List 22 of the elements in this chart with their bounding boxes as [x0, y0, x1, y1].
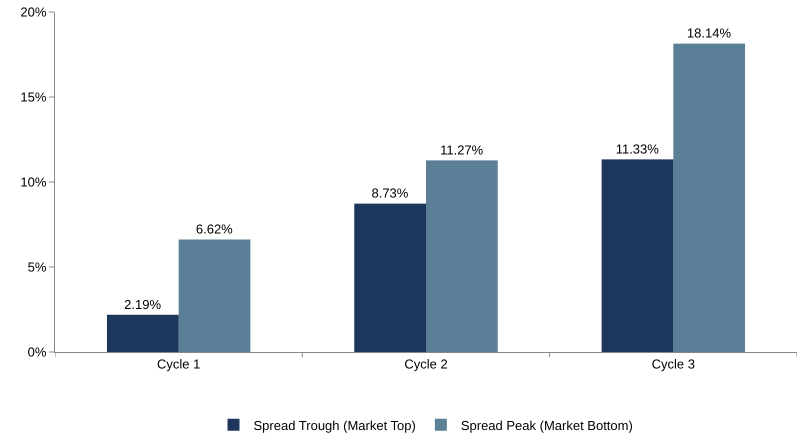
y-tick-label: 5% [28, 260, 47, 275]
data-label: 11.33% [616, 141, 660, 156]
bar [673, 44, 746, 352]
x-tick-label: Cycle 3 [652, 356, 696, 372]
x-tick-label: Cycle 1 [156, 356, 200, 372]
bar [106, 314, 179, 352]
y-tick-label: 10% [20, 174, 47, 190]
data-label: 18.14% [686, 26, 732, 41]
x-tick-label: Cycle 2 [404, 356, 448, 372]
bar [602, 159, 674, 352]
legend-label: Spread Peak (Market Bottom) [460, 418, 633, 433]
data-label: 2.19% [124, 296, 162, 312]
y-tick-label: 15% [20, 90, 47, 105]
data-label: 6.62% [196, 221, 234, 236]
bar [426, 160, 498, 352]
data-label: 11.27% [440, 142, 484, 158]
y-tick-label: 0% [28, 344, 47, 360]
legend-label: Spread Trough (Market Top) [254, 418, 416, 433]
bar [354, 204, 426, 352]
y-tick-label: 20% [20, 4, 47, 20]
bar [178, 239, 250, 352]
data-label: 8.73% [371, 186, 409, 201]
